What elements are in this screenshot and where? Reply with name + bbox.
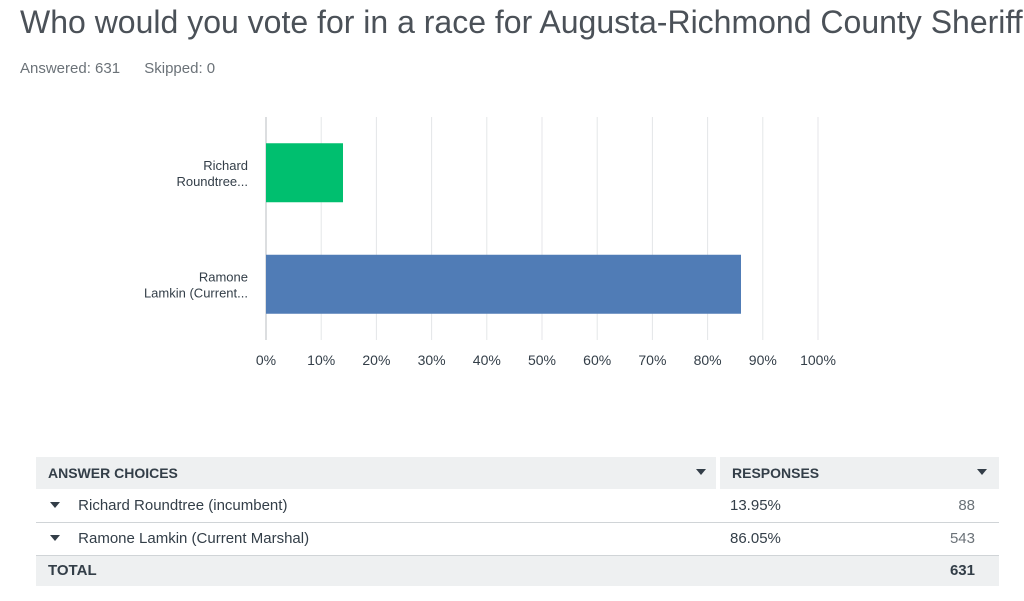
table-row: Ramone Lamkin (Current Marshal) 86.05% 5… [36,522,999,555]
response-percent: 86.05% [730,530,781,547]
x-tick-label: 30% [418,352,446,368]
answered-count: Answered: 631 [20,60,121,77]
responses-table: ANSWER CHOICES RESPONSES Richard Roundtr… [36,457,999,586]
x-tick-label: 0% [256,352,276,368]
total-row: TOTAL 631 [36,555,999,586]
x-tick-label: 100% [800,352,836,368]
responses-label: RESPONSES [732,465,820,481]
skipped-count: Skipped: 0 [144,60,216,77]
total-count: 631 [949,562,975,580]
answer-choice: Ramone Lamkin (Current Marshal) [78,530,310,547]
x-tick-label: 10% [307,352,335,368]
bar [266,143,344,203]
answer-choice: Richard Roundtree (incumbent) [78,496,288,514]
y-category-label: Ramone Lamkin (Current... [144,269,248,300]
sort-caret-icon[interactable] [696,469,706,475]
answer-choices-header[interactable]: ANSWER CHOICES [36,457,720,489]
x-tick-label: 40% [473,352,501,368]
response-percent: 13.95% [730,496,781,514]
x-tick-label: 20% [362,352,390,368]
x-tick-label: 50% [528,352,556,368]
question-title: Who would you vote for in a race for Aug… [20,4,1024,40]
total-label: TOTAL [48,562,97,580]
response-count: 88 [958,496,975,514]
response-stats: Answered: 631 Skipped: 0 [20,60,235,77]
x-tick-label: 60% [583,352,611,368]
response-count: 543 [949,530,975,547]
x-tick-label: 80% [694,352,722,368]
bar-chart: 0% 10% 20% 30% 40% 50% 60% 70% 80% 90% 100% Richard… [144,117,836,368]
answer-choices-label: ANSWER CHOICES [48,465,178,481]
sort-caret-icon[interactable] [977,469,987,475]
x-tick-label: 90% [749,352,777,368]
bar [266,254,741,314]
expand-caret-icon[interactable] [50,535,60,541]
responses-header[interactable]: RESPONSES [718,457,999,489]
table-header: ANSWER CHOICES RESPONSES [36,457,999,489]
x-tick-label: 70% [638,352,666,368]
expand-caret-icon[interactable] [50,501,60,508]
table-row: Richard Roundtree (incumbent) 13.95% 88 [36,489,999,522]
y-category-label: Richard Roundtree... [176,158,248,189]
